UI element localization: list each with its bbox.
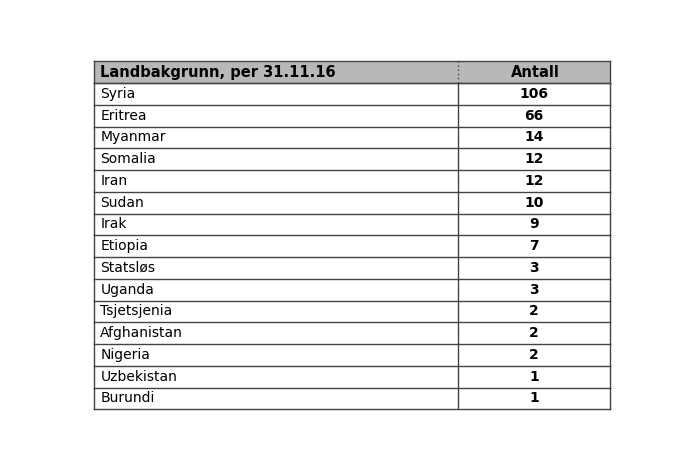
Text: 14: 14 [524, 130, 544, 144]
Text: 1: 1 [529, 370, 539, 384]
Text: Iran: Iran [100, 174, 127, 188]
Text: Sudan: Sudan [100, 196, 144, 210]
Text: 2: 2 [529, 304, 539, 318]
Text: Eritrea: Eritrea [100, 109, 147, 123]
Text: Etiopia: Etiopia [100, 239, 148, 253]
Text: 12: 12 [524, 174, 544, 188]
Text: 106: 106 [519, 87, 549, 101]
Text: Syria: Syria [100, 87, 135, 101]
Text: Statsløs: Statsløs [100, 261, 155, 275]
Text: 12: 12 [524, 152, 544, 166]
Text: Somalia: Somalia [100, 152, 156, 166]
Bar [94, 62, 610, 83]
Text: 7: 7 [529, 239, 539, 253]
Text: Uzbekistan: Uzbekistan [100, 370, 177, 384]
Text: Afghanistan: Afghanistan [100, 326, 183, 340]
Text: Antall: Antall [511, 65, 560, 80]
Text: 3: 3 [529, 261, 539, 275]
Text: Burundi: Burundi [100, 391, 155, 405]
Text: Irak: Irak [100, 218, 126, 232]
Text: 2: 2 [529, 348, 539, 362]
Text: 10: 10 [524, 196, 544, 210]
Text: Nigeria: Nigeria [100, 348, 150, 362]
Text: 9: 9 [529, 218, 539, 232]
Text: 3: 3 [529, 283, 539, 297]
Text: 2: 2 [529, 326, 539, 340]
Text: Uganda: Uganda [100, 283, 154, 297]
Text: Landbakgrunn, per 31.11.16: Landbakgrunn, per 31.11.16 [100, 65, 336, 80]
Text: 66: 66 [524, 109, 544, 123]
Text: Myanmar: Myanmar [100, 130, 166, 144]
Text: Tsjetsjenia: Tsjetsjenia [100, 304, 172, 318]
Text: 1: 1 [529, 391, 539, 405]
